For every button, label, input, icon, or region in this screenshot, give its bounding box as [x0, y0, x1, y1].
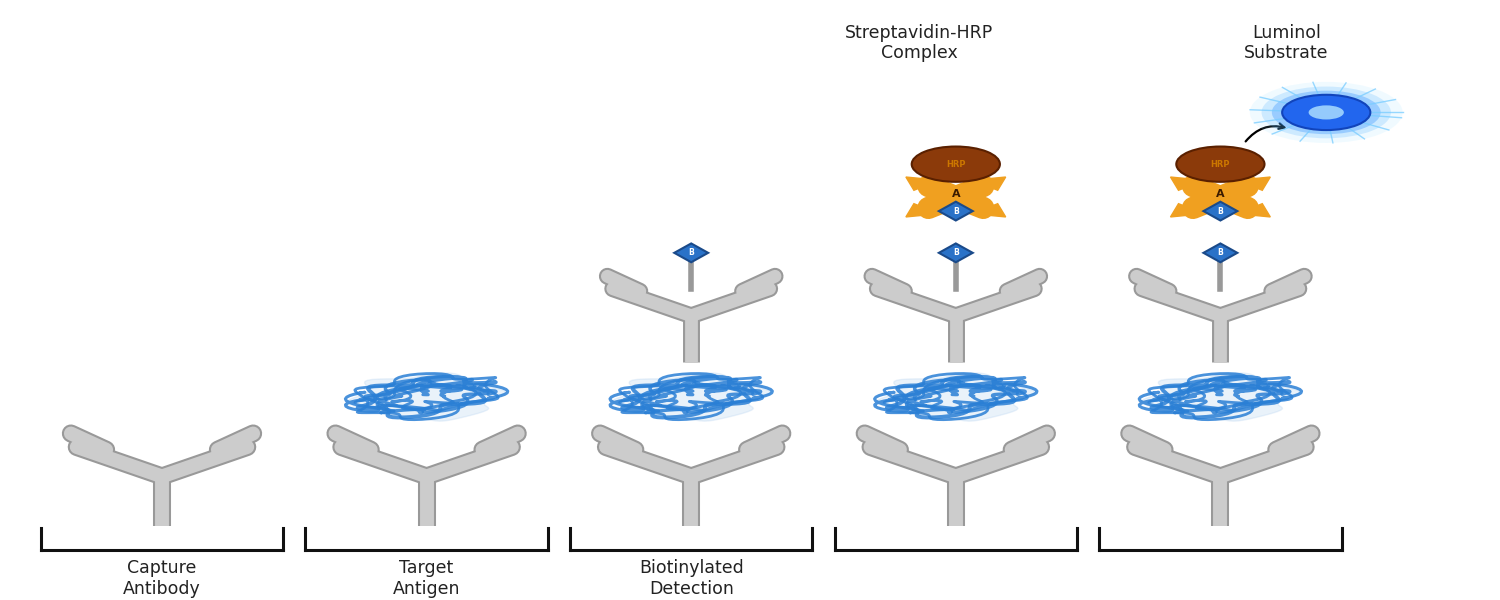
- Polygon shape: [675, 244, 708, 262]
- Circle shape: [1308, 106, 1344, 119]
- Polygon shape: [348, 373, 506, 421]
- Polygon shape: [1238, 203, 1270, 217]
- Text: Target
Antigen: Target Antigen: [393, 559, 460, 598]
- Text: B: B: [952, 248, 958, 257]
- Polygon shape: [906, 177, 939, 190]
- Polygon shape: [972, 203, 1005, 217]
- Polygon shape: [906, 203, 939, 217]
- Polygon shape: [1238, 177, 1270, 190]
- Polygon shape: [878, 373, 1035, 421]
- Polygon shape: [612, 373, 770, 421]
- Text: Biotinylated
Detection
Antibody: Biotinylated Detection Antibody: [639, 559, 744, 600]
- Text: Luminol
Substrate: Luminol Substrate: [1245, 23, 1329, 62]
- Polygon shape: [939, 244, 972, 262]
- Text: B: B: [688, 248, 694, 257]
- Circle shape: [1272, 91, 1380, 134]
- Text: A: A: [1216, 189, 1224, 199]
- Circle shape: [1262, 86, 1390, 138]
- Polygon shape: [972, 177, 1005, 190]
- Text: Streptavidin-HRP
Complex: Streptavidin-HRP Complex: [844, 23, 993, 62]
- Circle shape: [1282, 95, 1371, 130]
- Polygon shape: [939, 202, 972, 221]
- Text: Capture
Antibody: Capture Antibody: [123, 559, 201, 598]
- Circle shape: [1250, 82, 1403, 143]
- Text: A: A: [951, 189, 960, 199]
- Circle shape: [1176, 146, 1264, 182]
- Text: HRP: HRP: [1210, 160, 1230, 169]
- Circle shape: [912, 146, 1001, 182]
- Text: B: B: [952, 206, 958, 215]
- Polygon shape: [1203, 202, 1237, 221]
- Polygon shape: [1170, 177, 1203, 190]
- Text: B: B: [1218, 248, 1224, 257]
- Polygon shape: [1142, 373, 1299, 421]
- Polygon shape: [1170, 203, 1203, 217]
- Polygon shape: [1203, 244, 1237, 262]
- Text: HRP: HRP: [946, 160, 966, 169]
- Text: B: B: [1218, 206, 1224, 215]
